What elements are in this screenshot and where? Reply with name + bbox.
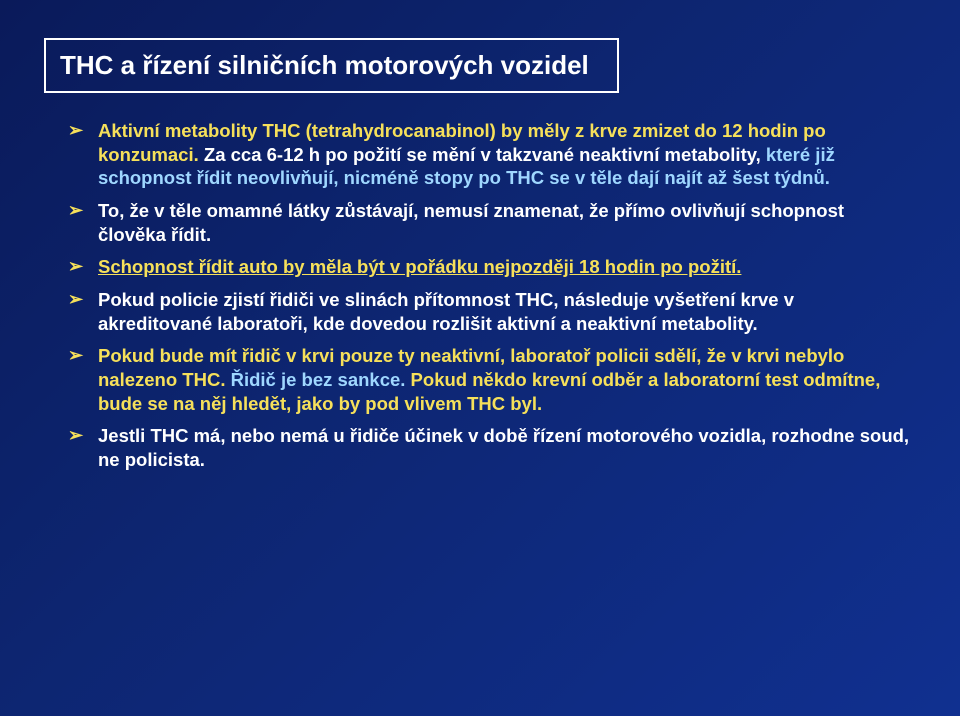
bullet-item: To, že v těle omamné látky zůstávají, ne… [68, 199, 912, 246]
slide-title: THC a řízení silničních motorových vozid… [60, 50, 589, 80]
bullet-item: Schopnost řídit auto by měla být v pořád… [68, 255, 912, 279]
bullet-text-run: Řidič je bez sankce. [225, 369, 405, 390]
bullet-item: Jestli THC má, nebo nemá u řidiče účinek… [68, 424, 912, 471]
bullet-list: Aktivní metabolity THC (tetrahydrocanabi… [48, 119, 912, 472]
bullet-item: Pokud policie zjistí řidiči ve slinách p… [68, 288, 912, 335]
bullet-text-run: To, že v těle omamné látky zůstávají, ne… [98, 200, 844, 245]
bullet-text-run: Pokud policie zjistí řidiči ve slinách p… [98, 289, 794, 334]
bullet-text-run: Za cca 6-12 h po požití se mění v takzva… [199, 144, 761, 165]
bullet-item: Pokud bude mít řidič v krvi pouze ty nea… [68, 344, 912, 415]
bullet-text-run: Schopnost řídit auto by měla být v pořád… [98, 256, 741, 277]
bullet-text-run: Jestli THC má, nebo nemá u řidiče účinek… [98, 425, 909, 470]
slide-title-box: THC a řízení silničních motorových vozid… [44, 38, 619, 93]
bullet-item: Aktivní metabolity THC (tetrahydrocanabi… [68, 119, 912, 190]
